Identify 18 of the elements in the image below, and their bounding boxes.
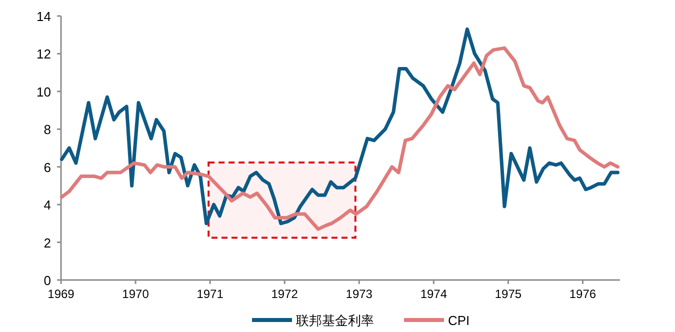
x-tick-label: 1973 xyxy=(346,287,373,301)
y-tick-label: 6 xyxy=(44,160,51,175)
legend-label: CPI xyxy=(448,313,470,328)
x-tick-label: 1970 xyxy=(122,287,150,301)
y-tick-label: 14 xyxy=(36,9,51,24)
x-tick-label: 1975 xyxy=(494,287,522,301)
x-tick-label: 1974 xyxy=(420,287,448,301)
y-tick-label: 0 xyxy=(44,273,51,288)
legend-label: 联邦基金利率 xyxy=(296,313,374,328)
x-tick-label: 1976 xyxy=(569,287,596,301)
x-tick-label: 1972 xyxy=(271,287,298,301)
y-tick-label: 2 xyxy=(44,235,51,250)
y-tick-label: 12 xyxy=(36,46,51,62)
y-tick-label: 4 xyxy=(44,198,51,213)
y-tick-label: 10 xyxy=(36,84,51,100)
x-tick-label: 1969 xyxy=(48,287,75,301)
x-tick-label: 1971 xyxy=(196,287,224,301)
y-tick-label: 8 xyxy=(44,122,51,138)
